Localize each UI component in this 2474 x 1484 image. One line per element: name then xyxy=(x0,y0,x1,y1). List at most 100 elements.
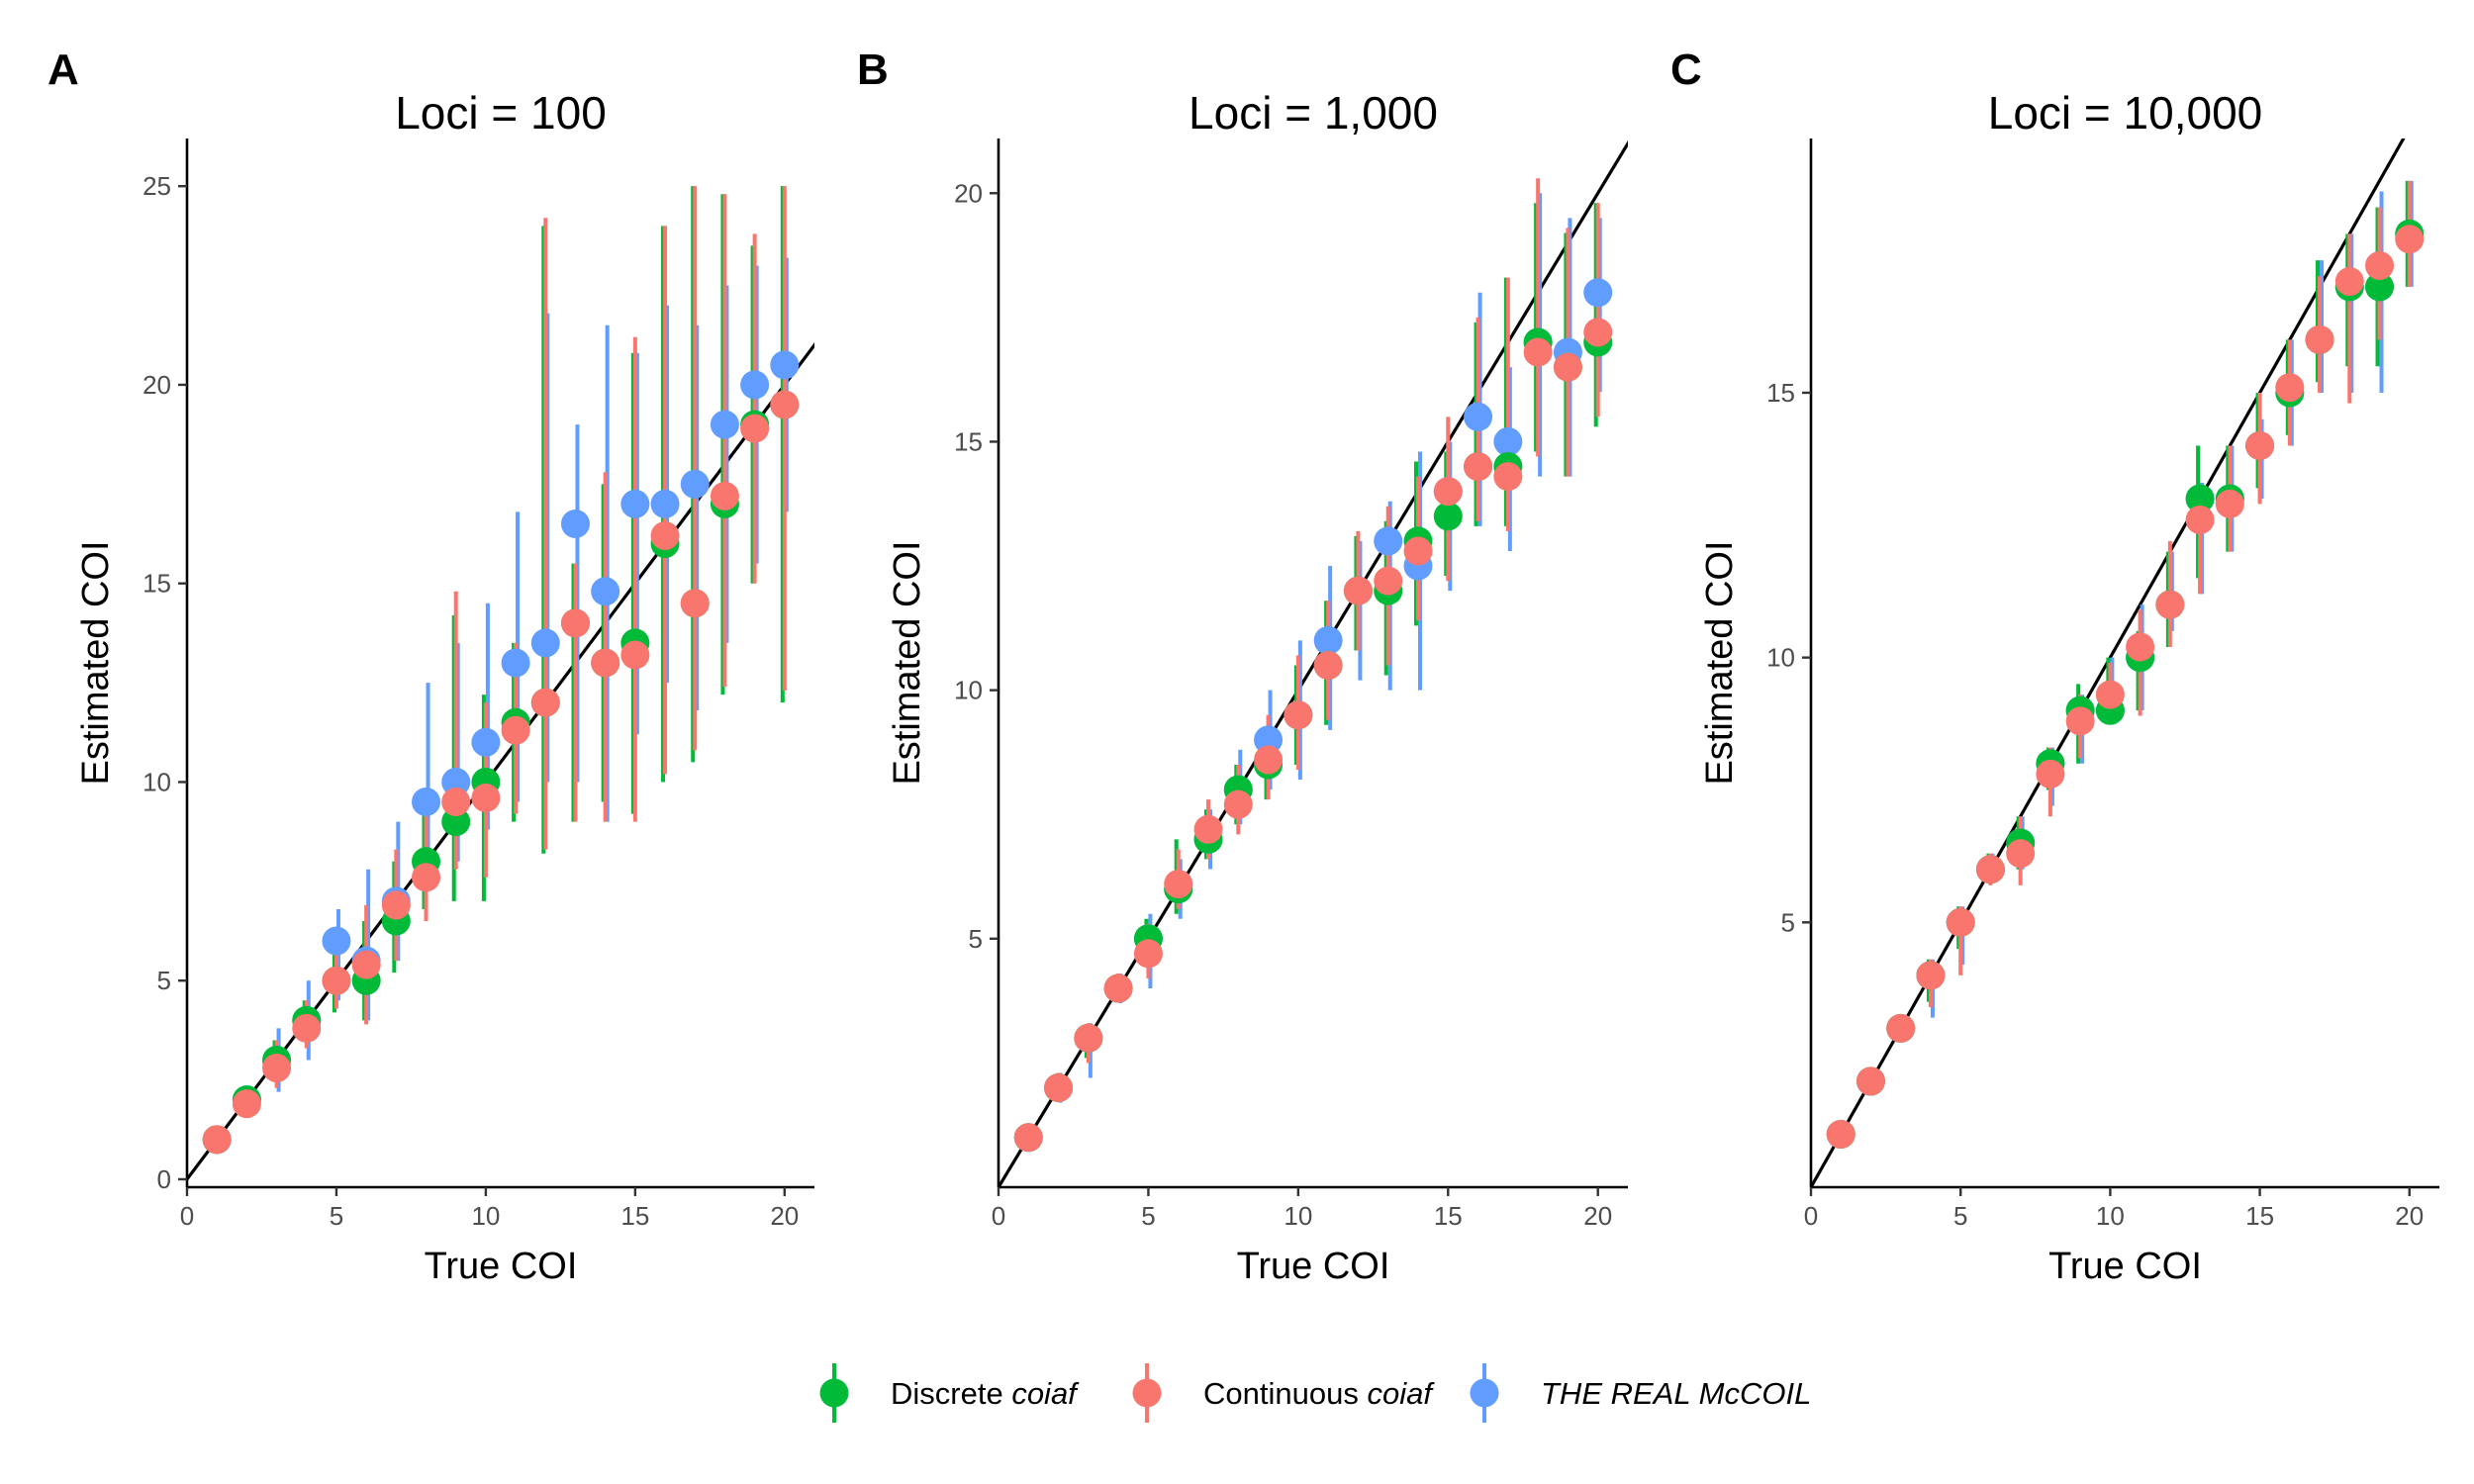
y-axis-title: Estimated COI xyxy=(75,540,117,785)
data-point xyxy=(2305,325,2334,354)
y-tick-label: 10 xyxy=(143,767,171,796)
data-point xyxy=(1916,961,1946,990)
y-tick-label: 20 xyxy=(954,178,983,208)
x-tick-label: 15 xyxy=(1434,1201,1463,1231)
data-point xyxy=(1583,318,1613,347)
points-continuous-coiaf xyxy=(1013,318,1613,1153)
data-point xyxy=(2275,373,2305,403)
y-axis-title: Estimated COI xyxy=(1699,540,1741,785)
data-point xyxy=(2215,489,2244,518)
legend: Discrete coiaf Continuous coiaf THE REAL M… xyxy=(819,1363,1811,1423)
data-point xyxy=(381,890,411,920)
legend-key-point xyxy=(819,1378,849,1408)
data-point xyxy=(1223,789,1253,819)
data-point xyxy=(1826,1119,1856,1149)
data-point xyxy=(1013,1123,1043,1153)
y-tick-label: 15 xyxy=(954,426,983,456)
data-point xyxy=(530,628,560,658)
panel-b: B Loci = 1,000 0 5 10 15 20 5 10 15 20 True COI Esti… xyxy=(857,46,1628,1287)
panel-letter: A xyxy=(48,46,79,94)
data-point xyxy=(2245,431,2275,461)
legend-label-prefix: Discrete xyxy=(891,1376,1011,1411)
data-point xyxy=(740,370,770,400)
y-tick-label: 5 xyxy=(157,966,171,995)
panel-title: Loci = 100 xyxy=(395,87,607,139)
legend-key-point xyxy=(1132,1378,1162,1408)
data-point xyxy=(2334,267,2364,297)
legend-item: THE REAL McCOIL xyxy=(1470,1363,1811,1423)
data-point xyxy=(740,414,770,443)
data-point xyxy=(2065,706,2095,736)
x-axis-title: True COI xyxy=(425,1246,578,1287)
data-point xyxy=(591,648,620,678)
y-tick-label: 10 xyxy=(1766,643,1795,673)
x-tick-label: 0 xyxy=(1804,1201,1818,1231)
data-point xyxy=(1493,462,1523,492)
data-point xyxy=(471,784,501,813)
data-point xyxy=(620,489,650,518)
data-point xyxy=(292,1013,322,1043)
x-tick-label: 0 xyxy=(180,1201,194,1231)
legend-label: Continuous coiaf xyxy=(1203,1376,1435,1411)
data-point xyxy=(1044,1073,1074,1103)
data-point xyxy=(1193,814,1223,844)
x-tick-label: 5 xyxy=(330,1201,343,1231)
data-point xyxy=(471,727,501,757)
data-point xyxy=(680,469,710,499)
y-tick-label: 15 xyxy=(143,569,171,599)
data-point xyxy=(2036,759,2065,788)
x-axis-title: True COI xyxy=(2048,1246,2202,1287)
y-tick-label: 25 xyxy=(143,171,171,201)
data-point xyxy=(1464,452,1493,482)
data-point xyxy=(1313,651,1343,681)
data-point xyxy=(412,863,441,892)
data-point xyxy=(1374,526,1403,556)
data-point xyxy=(591,577,620,606)
panels: A Loci = 100 0 5 10 15 20 0 5 10 15 20 25 True COI Est… xyxy=(48,46,2439,1287)
data-point xyxy=(2155,590,2185,619)
data-point xyxy=(1464,402,1493,431)
data-point xyxy=(2095,680,2125,709)
y-tick-label: 0 xyxy=(157,1164,171,1194)
data-point xyxy=(202,1125,232,1155)
y-tick-label: 20 xyxy=(143,370,171,400)
x-tick-label: 5 xyxy=(1141,1201,1155,1231)
panel-a: A Loci = 100 0 5 10 15 20 0 5 10 15 20 25 True COI Est… xyxy=(48,46,814,1287)
x-tick-label: 5 xyxy=(1953,1201,1967,1231)
x-axis-title: True COI xyxy=(1237,1246,1390,1287)
y-tick-label: 15 xyxy=(1766,378,1795,408)
data-point xyxy=(1523,337,1553,367)
legend-label-emphasis: coiaf xyxy=(1367,1376,1435,1411)
panel-c: C Loci = 10,000 0 5 10 15 20 5 10 15 True COI Estim… xyxy=(1670,46,2439,1287)
data-point xyxy=(560,608,590,638)
points-continuous-coiaf xyxy=(202,390,800,1155)
y-tick-label: 5 xyxy=(1781,907,1795,937)
data-point xyxy=(560,509,590,538)
data-point xyxy=(1164,870,1193,899)
legend-label-prefix: Continuous xyxy=(1203,1376,1367,1411)
data-point xyxy=(530,688,560,717)
data-point xyxy=(2395,225,2425,254)
data-point xyxy=(710,481,739,510)
data-point xyxy=(1433,477,1463,507)
data-point xyxy=(1403,536,1433,566)
data-point xyxy=(1133,939,1163,969)
legend-item: Discrete coiaf xyxy=(819,1363,1080,1423)
data-point xyxy=(232,1089,261,1119)
data-point xyxy=(441,788,471,817)
x-tick-label: 20 xyxy=(1583,1201,1612,1231)
data-point xyxy=(2365,250,2395,280)
data-point xyxy=(262,1054,292,1083)
y-axis-title: Estimated COI xyxy=(887,540,928,785)
points-continuous-coiaf xyxy=(1826,225,2425,1149)
x-tick-label: 0 xyxy=(992,1201,1005,1231)
data-point xyxy=(1284,700,1313,730)
data-point xyxy=(1886,1013,1916,1043)
data-point xyxy=(1975,855,2005,884)
data-point xyxy=(650,521,680,551)
data-point xyxy=(1254,745,1284,775)
data-point xyxy=(322,966,351,995)
data-point xyxy=(680,589,710,618)
y-tick-label: 5 xyxy=(969,924,983,954)
data-point xyxy=(650,489,680,518)
